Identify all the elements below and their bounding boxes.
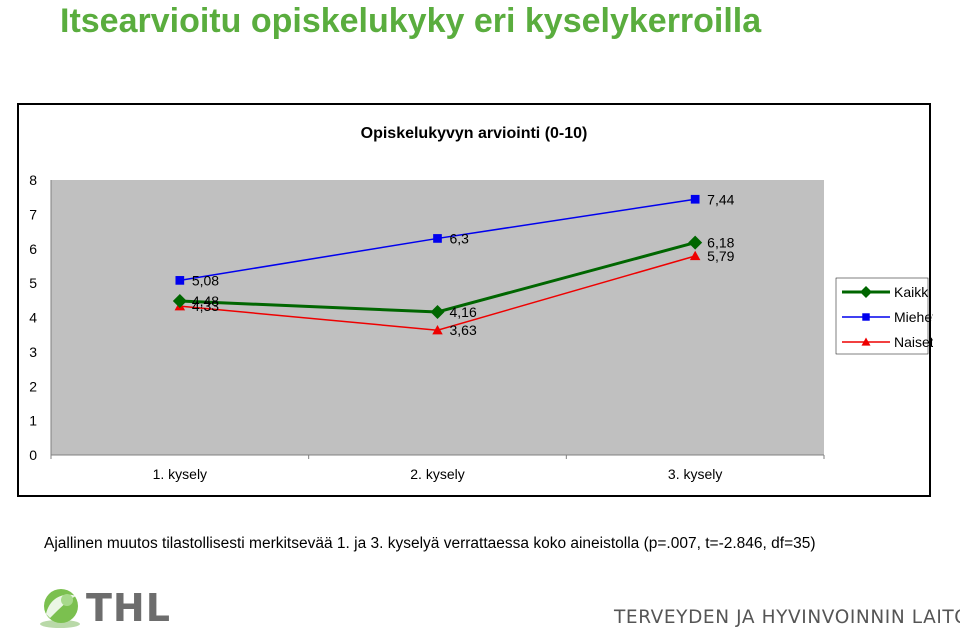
y-tick-label: 3 xyxy=(29,344,37,360)
legend-label-miehet: Miehet xyxy=(894,309,933,325)
legend: Kaikki Miehet Naiset xyxy=(835,277,933,355)
data-label-miehet: 5,08 xyxy=(192,272,219,288)
thl-logo-text: THL xyxy=(86,586,171,630)
chart-frame: Opiskelukyvyn arviointi (0-10) 0 1 2 3 4 5 6 7 8… xyxy=(17,103,933,497)
chart-title: Opiskelukyvyn arviointi (0-10) xyxy=(361,125,588,142)
legend-label-kaikki: Kaikki xyxy=(894,284,931,300)
axes: 0 1 2 3 4 5 6 7 8 1. kysely 2. kysely 3. kysely xyxy=(29,172,825,482)
legend-marker xyxy=(860,286,872,298)
data-label-naiset: 3,63 xyxy=(450,322,477,338)
data-point-miehet xyxy=(433,234,442,243)
data-point-miehet xyxy=(175,276,185,285)
institute-name: TERVEYDEN JA HYVINVOINNIN LAITOS xyxy=(614,607,960,628)
data-label-miehet: 6,3 xyxy=(450,230,470,246)
data-label-kaikki: 4,48 xyxy=(192,293,219,309)
y-tick-label: 8 xyxy=(29,172,37,188)
data-label-kaikki: 6,18 xyxy=(707,235,734,251)
slide-title: Itsearvioitu opiskelukyky eri kyselykerr… xyxy=(60,2,762,40)
legend-marker xyxy=(861,337,871,346)
legend-label-naiset: Naiset xyxy=(894,334,933,350)
series-markers xyxy=(172,194,703,335)
data-point-kaikki xyxy=(688,235,703,250)
line-chart: Opiskelukyvyn arviointi (0-10) 0 1 2 3 4 5 6 7 8… xyxy=(29,125,933,482)
data-point-miehet xyxy=(690,194,700,204)
data-labels: 5,08 6,3 7,44 4,33 3,63 5,79 4,48 4,16 6,18 xyxy=(192,191,735,338)
data-point-kaikki xyxy=(172,294,187,308)
data-point-naiset xyxy=(689,250,701,261)
y-tick-label: 1 xyxy=(29,413,37,429)
data-label-naiset: 5,79 xyxy=(707,248,734,264)
data-point-kaikki xyxy=(430,305,445,319)
x-tick-label: 2. kysely xyxy=(410,466,464,482)
y-tick-label: 4 xyxy=(29,310,37,326)
y-tick-label: 7 xyxy=(29,206,37,222)
data-label-miehet: 7,44 xyxy=(707,191,734,207)
footnote: Ajallinen muutos tilastollisesti merkits… xyxy=(44,535,816,552)
y-tick-label: 2 xyxy=(29,378,37,394)
x-tick-label: 3. kysely xyxy=(668,466,722,482)
y-tick-label: 6 xyxy=(29,241,37,257)
data-label-kaikki: 4,16 xyxy=(450,304,477,320)
x-tick-label: 1. kysely xyxy=(153,466,207,482)
data-point-naiset xyxy=(432,324,443,335)
data-label-naiset: 4,33 xyxy=(192,298,219,314)
thl-leaf-logo-icon xyxy=(40,589,80,628)
y-tick-label: 0 xyxy=(29,447,37,463)
legend-marker xyxy=(862,313,870,321)
y-tick-label: 5 xyxy=(29,275,37,291)
